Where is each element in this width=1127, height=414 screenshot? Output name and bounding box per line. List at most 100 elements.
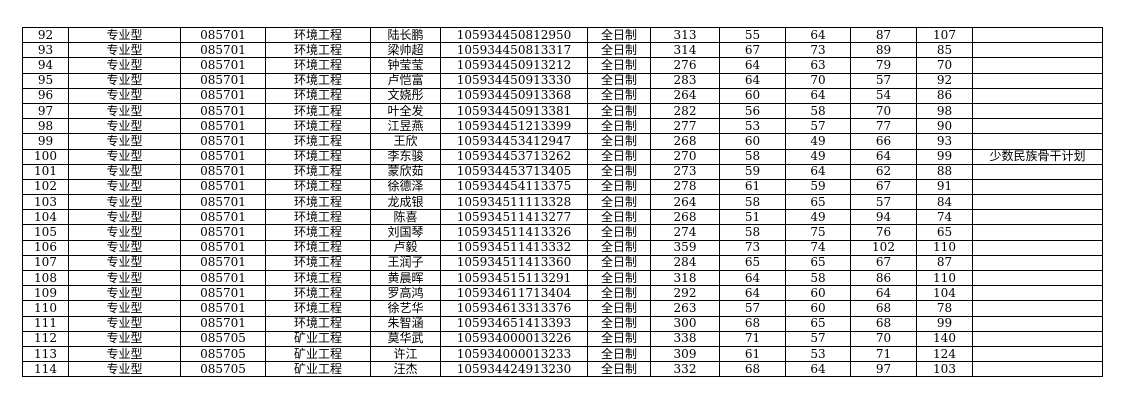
score-politics-cell: 58 [719,224,786,241]
degree-type-cell: 专业型 [68,361,181,378]
score-subject-2-cell: 103 [916,361,973,378]
score-subject-2-cell: 107 [916,26,973,44]
major-code-cell: 085701 [180,269,266,287]
score-politics-cell: 64 [719,285,786,302]
degree-type-cell: 专业型 [68,254,181,272]
total-score-cell: 313 [650,26,720,44]
score-subject-1-cell: 94 [850,209,917,226]
study-mode-cell: 全日制 [587,87,651,104]
score-subject-1-cell: 57 [850,194,917,211]
table-row: 109 专业型 085701 环境工程 罗高鸿 105934611713404 全日制 292… [22,285,1103,302]
note-cell [972,42,1103,59]
exam-id-cell: 105934651413393 [440,315,588,332]
score-foreign-language-cell: 49 [785,133,851,150]
score-foreign-language-cell: 49 [785,148,851,165]
total-score-cell: 276 [650,57,720,74]
degree-type-cell: 专业型 [68,118,181,135]
major-code-cell: 085701 [180,133,266,150]
total-score-cell: 359 [650,239,720,256]
note-cell [972,300,1103,317]
total-score-cell: 273 [650,163,720,180]
major-code-cell: 085705 [180,361,266,378]
score-subject-1-cell: 64 [850,148,917,165]
study-mode-cell: 全日制 [587,72,651,89]
student-name-cell: 梁帅超 [370,42,441,59]
score-subject-2-cell: 74 [916,209,973,226]
degree-type-cell: 专业型 [68,102,181,120]
student-name-cell: 文娆彤 [370,87,441,104]
note-cell [972,163,1103,180]
score-subject-1-cell: 89 [850,42,917,59]
score-subject-1-cell: 76 [850,224,917,241]
table-row: 114 专业型 085705 矿业工程 汪杰 105934424913230 全日制 332 6… [22,361,1103,378]
score-politics-cell: 64 [719,269,786,287]
degree-type-cell: 专业型 [68,194,181,211]
score-foreign-language-cell: 73 [785,42,851,59]
major-code-cell: 085701 [180,72,266,89]
table-row: 103 专业型 085701 环境工程 龙成银 105934511113328 全日制 264… [22,194,1103,211]
study-mode-cell: 全日制 [587,361,651,378]
row-number-cell: 110 [22,300,69,317]
table-row: 92 专业型 085701 环境工程 陆长鹏 105934450812950 全日制 313 5… [22,26,1103,44]
major-name-cell: 环境工程 [265,209,371,226]
score-politics-cell: 53 [719,118,786,135]
table-row: 99 专业型 085701 环境工程 王欣 105934453412947 全日制 268 60… [22,133,1103,150]
table-row: 98 专业型 085701 环境工程 江昱燕 105934451213399 全日制 277 5… [22,118,1103,135]
note-cell [972,178,1103,196]
student-name-cell: 蒙欣茹 [370,163,441,180]
degree-type-cell: 专业型 [68,178,181,196]
degree-type-cell: 专业型 [68,285,181,302]
total-score-cell: 270 [650,148,720,165]
total-score-cell: 282 [650,102,720,120]
student-name-cell: 王润子 [370,254,441,272]
note-cell [972,209,1103,226]
score-foreign-language-cell: 58 [785,269,851,287]
table-row: 102 专业型 085701 环境工程 徐德泽 105934454113375 全日制 278… [22,178,1103,196]
score-subject-2-cell: 110 [916,239,973,256]
major-code-cell: 085701 [180,102,266,120]
major-code-cell: 085705 [180,345,266,363]
score-subject-2-cell: 65 [916,224,973,241]
major-name-cell: 矿业工程 [265,330,371,347]
major-code-cell: 085701 [180,194,266,211]
student-name-cell: 黄晨晖 [370,269,441,287]
exam-id-cell: 105934611713404 [440,285,588,302]
score-subject-1-cell: 77 [850,118,917,135]
score-foreign-language-cell: 60 [785,300,851,317]
major-code-cell: 085701 [180,254,266,272]
row-number-cell: 106 [22,239,69,256]
exam-id-cell: 105934450812950 [440,26,588,44]
score-foreign-language-cell: 57 [785,330,851,347]
degree-type-cell: 专业型 [68,163,181,180]
major-name-cell: 环境工程 [265,26,371,44]
study-mode-cell: 全日制 [587,42,651,59]
row-number-cell: 103 [22,194,69,211]
note-cell [972,87,1103,104]
score-subject-2-cell: 98 [916,102,973,120]
total-score-cell: 278 [650,178,720,196]
row-number-cell: 104 [22,209,69,226]
exam-id-cell: 105934515113291 [440,269,588,287]
score-foreign-language-cell: 63 [785,57,851,74]
major-code-cell: 085701 [180,42,266,59]
row-number-cell: 95 [22,72,69,89]
study-mode-cell: 全日制 [587,163,651,180]
score-foreign-language-cell: 57 [785,118,851,135]
score-subject-1-cell: 68 [850,300,917,317]
table-row: 113 专业型 085705 矿业工程 许江 105934000013233 全日制 309 6… [22,345,1103,363]
degree-type-cell: 专业型 [68,224,181,241]
score-subject-1-cell: 87 [850,26,917,44]
score-subject-1-cell: 68 [850,315,917,332]
student-name-cell: 李东骏 [370,148,441,165]
score-subject-1-cell: 86 [850,269,917,287]
table-row: 110 专业型 085701 环境工程 徐艺华 105934613313376 全日制 263… [22,300,1103,317]
major-code-cell: 085701 [180,315,266,332]
note-cell [972,72,1103,89]
score-subject-2-cell: 92 [916,72,973,89]
total-score-cell: 264 [650,87,720,104]
table-row: 100 专业型 085701 环境工程 李东骏 105934453713262 全日制 270… [22,148,1103,165]
major-name-cell: 环境工程 [265,118,371,135]
exam-id-cell: 105934424913230 [440,361,588,378]
major-code-cell: 085701 [180,285,266,302]
major-name-cell: 环境工程 [265,194,371,211]
